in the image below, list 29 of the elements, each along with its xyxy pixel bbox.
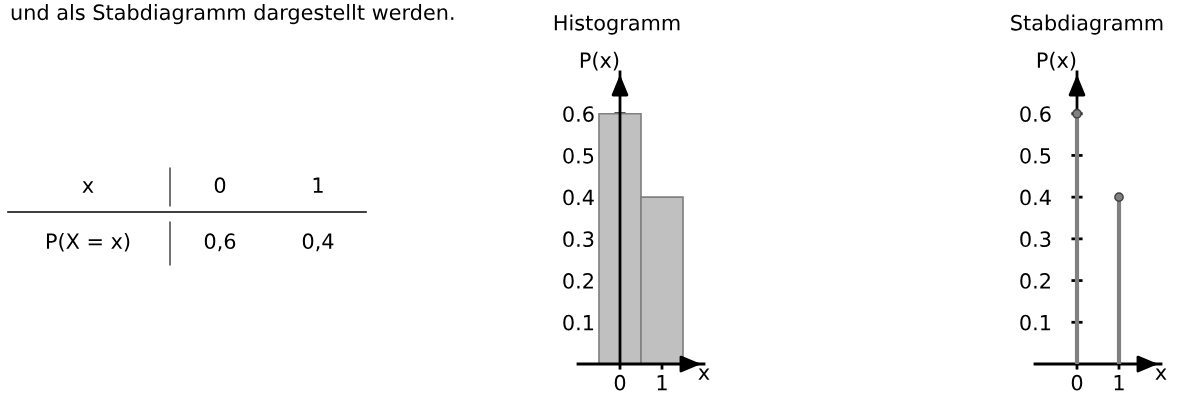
y-tick-label: 0.5 — [563, 147, 594, 164]
x-tick-label: 0 — [614, 374, 626, 391]
y-tick-label: 0.1 — [1020, 314, 1051, 331]
chart-title: Histogramm — [554, 14, 680, 35]
y-tick-label: 0.3 — [563, 231, 594, 248]
y-tick-label: 0.2 — [563, 273, 593, 289]
x-axis-title: x — [698, 368, 710, 380]
text: P(X = x) — [46, 232, 130, 252]
y-axis-title: P(x) — [1037, 51, 1076, 71]
y-tick-label: 0.6 — [1020, 106, 1051, 122]
category-label: 1 — [313, 177, 323, 193]
text: 0,6 — [204, 233, 236, 252]
y-axis-title: P(x) — [580, 51, 619, 71]
chart-title: Stabdiagramm — [1011, 14, 1163, 35]
y-tick-label: 0.6 — [563, 106, 594, 122]
y-tick-label: 0.4 — [563, 189, 594, 206]
text: 0,4 — [302, 233, 334, 252]
x-tick-label: 1 — [657, 375, 667, 391]
y-tick-label: 0.3 — [1020, 231, 1051, 248]
y-tick-label: 0.5 — [1020, 147, 1051, 164]
y-tick-label: 0.1 — [563, 314, 594, 331]
y-tick-label: 0.2 — [1020, 273, 1050, 289]
text: x — [82, 181, 94, 193]
category-label: 0 — [214, 177, 226, 194]
y-tick-label: 0.4 — [1020, 189, 1051, 206]
x-axis-title: x — [1155, 368, 1167, 380]
x-tick-label: 1 — [1114, 375, 1124, 391]
text: und als Stabdiagramm dargestellt werden. — [11, 4, 454, 25]
x-tick-label: 0 — [1071, 374, 1083, 391]
